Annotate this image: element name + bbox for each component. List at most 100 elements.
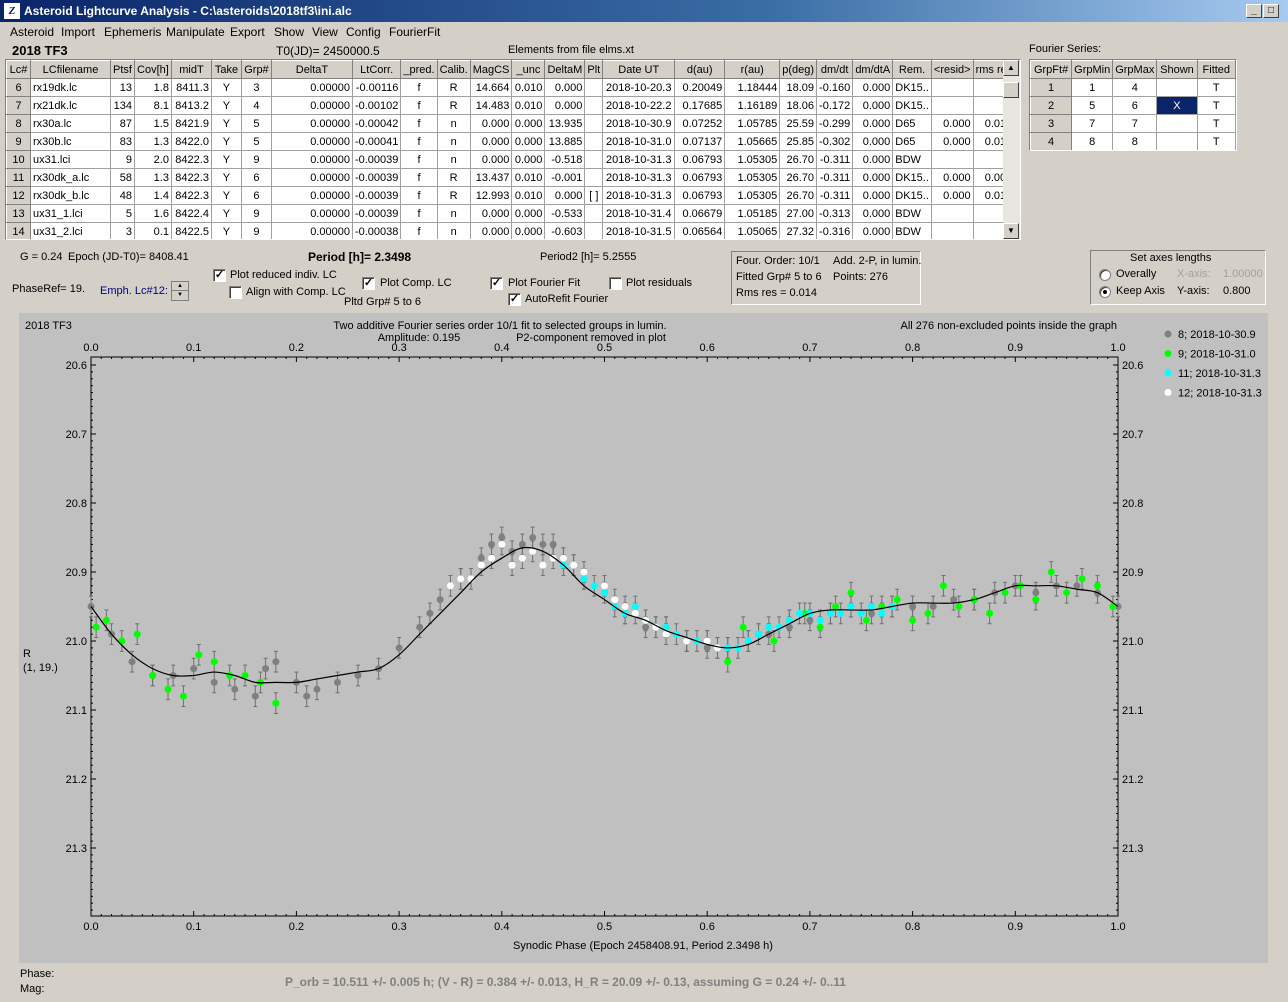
lc-cell[interactable]: 48	[111, 187, 135, 205]
lc-cell[interactable]: f	[401, 115, 437, 133]
lc-cell[interactable]: D65	[893, 115, 932, 133]
lc-cell[interactable]: 2018-10-31.5	[603, 223, 675, 241]
lc-row-number[interactable]: 14	[7, 223, 31, 241]
plot-residuals-checkbox[interactable]	[609, 277, 622, 290]
lc-cell[interactable]	[931, 97, 973, 115]
lc-cell[interactable]: 2018-10-31.3	[603, 187, 675, 205]
lc-col-header[interactable]: _unc	[512, 61, 545, 79]
lc-cell[interactable]: 5	[241, 115, 271, 133]
fourier-cell[interactable]: 8	[1072, 133, 1113, 151]
title-bar[interactable]: Z Asteroid Lightcurve Analysis - C:\aste…	[0, 0, 1288, 22]
lc-cell[interactable]: -0.00102	[352, 97, 400, 115]
fourier-row-number[interactable]: 4	[1031, 133, 1072, 151]
lc-cell[interactable]: Y	[211, 169, 241, 187]
lc-cell[interactable]: DK15..	[893, 187, 932, 205]
lc-table-row[interactable]: 7 rx21dk.lc 134 8.1 8413.2 Y 4 0.00000 -0.00102 f…	[7, 97, 1015, 115]
y-axis-value[interactable]: 0.800	[1223, 285, 1251, 297]
lc-cell[interactable]: Y	[211, 133, 241, 151]
lc-cell[interactable]: 2018-10-31.3	[603, 151, 675, 169]
scroll-thumb[interactable]	[1003, 82, 1019, 98]
lc-cell[interactable]: 0.000	[853, 115, 893, 133]
lc-cell[interactable]: 0.00000	[271, 115, 352, 133]
lc-cell[interactable]: 0.000	[853, 151, 893, 169]
menu-fourierfit[interactable]: FourierFit	[389, 25, 440, 39]
lc-cell[interactable]: -0.302	[817, 133, 853, 151]
lc-cell[interactable]: 27.00	[780, 205, 817, 223]
fourier-cell[interactable]	[1157, 79, 1197, 97]
lc-row-number[interactable]: 11	[7, 169, 31, 187]
lc-cell[interactable]	[931, 151, 973, 169]
lc-cell[interactable]: Y	[211, 115, 241, 133]
lc-cell[interactable]	[585, 169, 603, 187]
lc-table-row[interactable]: 13 ux31_1.lci 5 1.6 8422.4 Y 9 0.00000 -0.00039 f…	[7, 205, 1015, 223]
lc-table-row[interactable]: 14 ux31_2.lci 3 0.1 8422.5 Y 9 0.00000 -0.00038 f…	[7, 223, 1015, 241]
lc-cell[interactable]: 0.000	[512, 223, 545, 241]
lc-cell[interactable]: 0.07137	[675, 133, 725, 151]
lc-cell[interactable]: -0.311	[817, 187, 853, 205]
menu-view[interactable]: View	[312, 25, 338, 39]
fourier-col-header[interactable]: GrpMax	[1113, 61, 1157, 79]
lc-col-header[interactable]: MagCS	[470, 61, 512, 79]
lc-cell[interactable]: 9	[241, 205, 271, 223]
lc-cell[interactable]: -0.001	[545, 169, 585, 187]
lc-row-number[interactable]: 6	[7, 79, 31, 97]
lc-cell[interactable]: R	[437, 187, 470, 205]
lc-cell[interactable]: 0.010	[512, 97, 545, 115]
lc-col-header[interactable]: Rem.	[893, 61, 932, 79]
lc-cell[interactable]: 14.664	[470, 79, 512, 97]
lc-cell[interactable]: 13	[111, 79, 135, 97]
lc-cell[interactable]: DK15..	[893, 169, 932, 187]
fourier-cell[interactable]: X	[1157, 97, 1197, 115]
menu-manipulate[interactable]: Manipulate	[166, 25, 225, 39]
lc-col-header[interactable]: LtCorr.	[352, 61, 400, 79]
fourier-cell[interactable]: T	[1197, 97, 1235, 115]
lc-cell[interactable]: 0.1	[134, 223, 171, 241]
lc-cell[interactable]: 8422.3	[171, 169, 211, 187]
lc-col-header[interactable]: dm/dt	[817, 61, 853, 79]
lc-col-header[interactable]: <resid>	[931, 61, 973, 79]
lc-cell[interactable]: n	[437, 151, 470, 169]
lc-table-row[interactable]: 8 rx30a.lc 87 1.5 8421.9 Y 5 0.00000 -0.00042 f n 0…	[7, 115, 1015, 133]
lc-cell[interactable]: 0.000	[470, 151, 512, 169]
fourier-cell[interactable]: 7	[1113, 115, 1157, 133]
lc-cell[interactable]: 0.06793	[675, 169, 725, 187]
lc-cell[interactable]	[931, 223, 973, 241]
lc-cell[interactable]: 8422.0	[171, 133, 211, 151]
lc-cell[interactable]: 0.00000	[271, 187, 352, 205]
lc-table-row[interactable]: 12 rx30dk_b.lc 48 1.4 8422.3 Y 6 0.00000 -0.0003…	[7, 187, 1015, 205]
lc-cell[interactable]: 0.00000	[271, 151, 352, 169]
period-value[interactable]: Period [h]= 2.3498	[308, 250, 411, 264]
lc-cell[interactable]: 1.3	[134, 133, 171, 151]
lc-cell[interactable]: rx30a.lc	[31, 115, 111, 133]
lc-cell[interactable]: -0.00039	[352, 151, 400, 169]
lc-cell[interactable]: 18.06	[780, 97, 817, 115]
lc-cell[interactable]: 0.000	[853, 205, 893, 223]
lc-cell[interactable]: 8422.3	[171, 151, 211, 169]
maximize-button[interactable]: □	[1263, 4, 1279, 18]
lc-cell[interactable]: 27.32	[780, 223, 817, 241]
lc-cell[interactable]: f	[401, 187, 437, 205]
lc-cell[interactable]: f	[401, 79, 437, 97]
lc-cell[interactable]: 0.00000	[271, 205, 352, 223]
lc-cell[interactable]	[585, 115, 603, 133]
lc-cell[interactable]: 0.000	[853, 133, 893, 151]
lc-cell[interactable]: 0.00000	[271, 223, 352, 241]
lc-col-header[interactable]: Date UT	[603, 61, 675, 79]
lc-col-header[interactable]: dm/dtA	[853, 61, 893, 79]
lc-cell[interactable]: 2.0	[134, 151, 171, 169]
lc-cell[interactable]: 87	[111, 115, 135, 133]
fourier-cell[interactable]: 6	[1113, 97, 1157, 115]
lc-cell[interactable]: 1.05665	[725, 133, 780, 151]
lc-cell[interactable]	[585, 151, 603, 169]
lc-cell[interactable]: 26.70	[780, 187, 817, 205]
lc-cell[interactable]: 0.000	[931, 169, 973, 187]
lc-cell[interactable]: 1.5	[134, 115, 171, 133]
fourier-cell[interactable]: T	[1197, 115, 1235, 133]
lc-cell[interactable]: 2018-10-31.4	[603, 205, 675, 223]
lc-row-number[interactable]: 10	[7, 151, 31, 169]
lc-cell[interactable]: 0.000	[931, 115, 973, 133]
menu-config[interactable]: Config	[346, 25, 381, 39]
plot-reduced-checkbox[interactable]: ✓	[213, 269, 226, 282]
lc-cell[interactable]: D65	[893, 133, 932, 151]
